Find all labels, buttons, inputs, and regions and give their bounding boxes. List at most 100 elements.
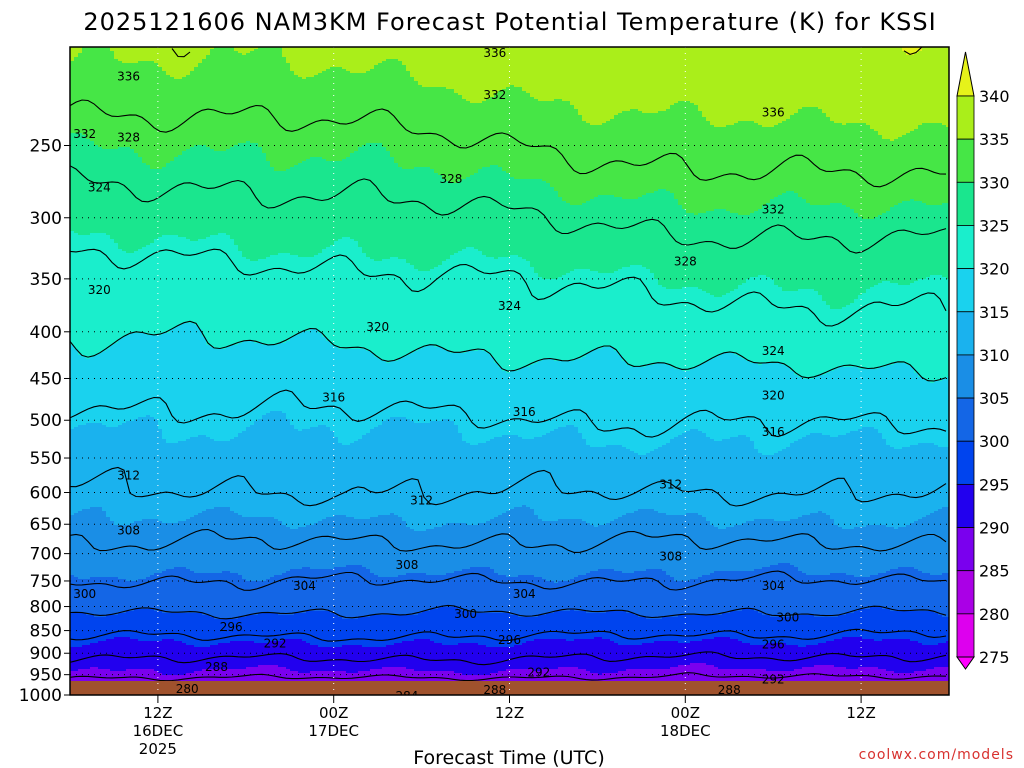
fill-cell xyxy=(606,273,611,348)
fill-cell xyxy=(518,87,523,180)
fill-cell xyxy=(474,445,479,526)
fill-cell xyxy=(418,531,423,574)
fill-cell xyxy=(854,611,859,638)
fill-cell xyxy=(642,509,647,572)
contour-label: 304 xyxy=(762,579,785,593)
fill-cell xyxy=(550,279,555,360)
fill-cell xyxy=(666,289,671,366)
fill-cell xyxy=(194,515,199,574)
fill-cell xyxy=(666,515,671,576)
fill-cell xyxy=(926,381,931,444)
fill-cell xyxy=(770,455,775,520)
fill-cell xyxy=(134,581,139,610)
fill-cell xyxy=(402,357,407,418)
x-tick-day: 16DEC xyxy=(133,722,184,740)
fill-cell xyxy=(878,283,883,368)
fill-cell xyxy=(854,47,859,124)
fill-cell xyxy=(626,645,631,670)
fill-cell xyxy=(422,347,427,424)
fill-cell xyxy=(338,443,343,516)
x-tick-label: 00Z xyxy=(319,704,348,722)
fill-cell xyxy=(206,669,211,688)
fill-cell xyxy=(146,415,151,520)
fill-cell xyxy=(922,671,927,686)
fill-cell xyxy=(326,671,331,690)
fill-cell xyxy=(346,517,351,566)
fill-cell xyxy=(254,615,259,644)
fill-cell xyxy=(590,199,595,272)
fill-cell xyxy=(374,357,379,428)
fill-cell xyxy=(818,665,823,686)
fill-cell xyxy=(566,273,571,362)
fill-cell xyxy=(522,47,527,92)
fill-cell xyxy=(794,113,799,194)
fill-cell xyxy=(582,521,587,576)
fill-cell xyxy=(246,641,251,668)
fill-cell xyxy=(642,669,647,688)
fill-cell xyxy=(230,641,235,670)
fill-cell xyxy=(902,673,907,688)
fill-cell xyxy=(918,519,923,572)
fill-cell xyxy=(142,333,147,418)
fill-cell xyxy=(902,285,907,364)
fill-cell xyxy=(826,435,831,516)
fill-cell xyxy=(558,611,563,640)
fill-cell xyxy=(738,669,743,688)
fill-cell xyxy=(510,509,515,578)
fill-cell xyxy=(598,525,603,570)
fill-cell xyxy=(890,611,895,640)
contour-308 xyxy=(70,528,947,553)
fill-cell xyxy=(894,529,899,570)
fill-cell xyxy=(174,79,179,158)
fill-cell xyxy=(346,47,351,72)
fill-cell xyxy=(362,567,367,618)
fill-cell xyxy=(150,575,155,610)
fill-cell xyxy=(538,179,543,278)
fill-cell xyxy=(826,117,831,206)
fill-cell xyxy=(430,421,435,530)
fill-cell xyxy=(522,617,527,644)
fill-cell xyxy=(450,645,455,672)
fill-cell xyxy=(282,413,287,526)
fill-cell xyxy=(758,613,763,646)
fill-cell xyxy=(242,257,247,342)
contour-label: 300 xyxy=(73,587,96,601)
fill-cell xyxy=(914,53,919,130)
fill-cell xyxy=(754,211,759,278)
fill-cell xyxy=(498,47,503,92)
fill-cell xyxy=(102,233,107,352)
fill-cell xyxy=(222,47,227,152)
fill-cell xyxy=(318,425,323,522)
fill-cell xyxy=(358,671,363,686)
fill-cell xyxy=(114,637,119,672)
fill-cell xyxy=(118,339,123,426)
fill-cell xyxy=(498,647,503,672)
fill-cell xyxy=(394,47,399,60)
colorbar-band xyxy=(956,483,975,528)
fill-cell xyxy=(526,575,531,618)
fill-cell xyxy=(774,363,779,454)
fill-cell xyxy=(798,47,803,110)
fill-cell xyxy=(418,349,423,424)
fill-cell xyxy=(410,669,415,688)
fill-cell xyxy=(790,519,795,566)
fill-cell xyxy=(354,645,359,674)
fill-cell xyxy=(766,127,771,204)
fill-cell xyxy=(162,47,167,72)
fill-cell xyxy=(874,47,879,132)
fill-cell xyxy=(874,429,879,526)
y-tick-label: 250 xyxy=(30,136,62,156)
fill-cell xyxy=(290,569,295,616)
fill-cell xyxy=(766,363,771,456)
fill-cell xyxy=(638,265,643,368)
fill-cell xyxy=(586,613,591,640)
fill-cell xyxy=(474,103,479,174)
fill-cell xyxy=(742,643,747,670)
fill-cell xyxy=(198,239,203,330)
fill-cell xyxy=(254,143,259,262)
fill-cell xyxy=(282,343,287,414)
fill-cell xyxy=(162,71,167,168)
fill-cell xyxy=(762,455,767,520)
fill-cell xyxy=(930,645,935,670)
fill-cell xyxy=(294,429,299,530)
